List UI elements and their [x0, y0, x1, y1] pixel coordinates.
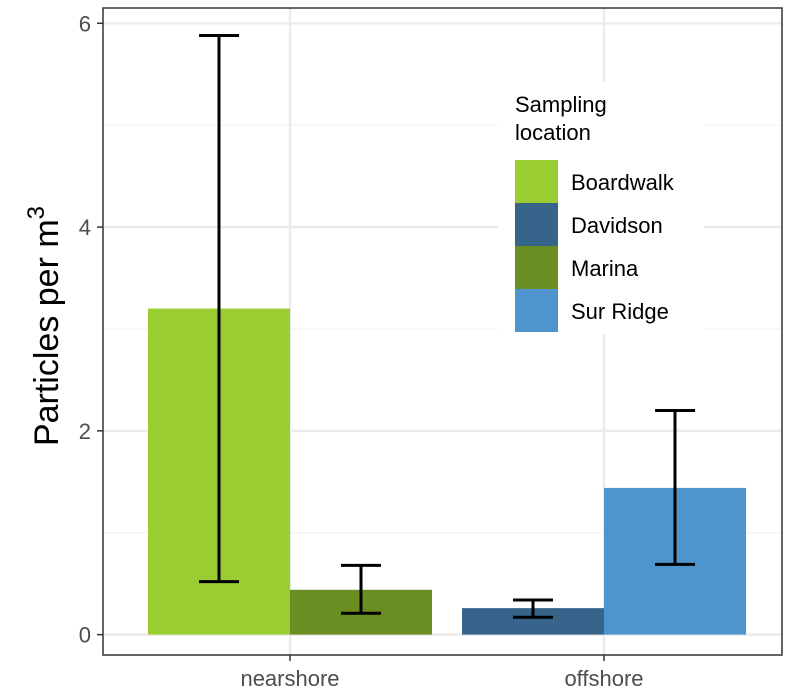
legend-label-boardwalk: Boardwalk — [571, 170, 675, 195]
y-tick-label: 2 — [79, 419, 91, 444]
error-bar-sur-ridge — [655, 408, 695, 566]
y-axis-title: Particles per m3 — [23, 206, 66, 446]
y-tick-label: 0 — [79, 623, 91, 648]
error-bar-boardwalk — [199, 34, 239, 584]
legend-label-marina: Marina — [571, 256, 639, 281]
legend-swatch-marina — [515, 246, 558, 289]
x-tick-label: nearshore — [240, 666, 339, 691]
legend-title-line2: location — [515, 120, 591, 145]
error-bar-marina — [341, 563, 381, 615]
panel-border — [102, 7, 783, 656]
x-tick-label: offshore — [564, 666, 643, 691]
y-axis-title-superscript: 3 — [23, 206, 50, 219]
legend-label-davidson: Davidson — [571, 213, 663, 238]
y-axis-title-text: Particles per m — [28, 219, 66, 446]
legend-swatch-boardwalk — [515, 160, 558, 203]
y-axis-ticks: 0 2 4 6 — [79, 11, 103, 648]
y-tick-label: 6 — [79, 11, 91, 36]
error-bar-davidson — [513, 598, 553, 619]
error-bars — [199, 34, 695, 619]
legend-items: Boardwalk Davidson Marina Sur Ridge — [515, 160, 675, 332]
legend: Sampling location Boardwalk Davidson Marin… — [498, 82, 704, 334]
x-axis-ticks: nearshore offshore — [240, 655, 644, 691]
legend-label-sur-ridge: Sur Ridge — [571, 299, 669, 324]
y-tick-label: 4 — [79, 215, 91, 240]
legend-swatch-davidson — [515, 203, 558, 246]
legend-title-line1: Sampling — [515, 92, 607, 117]
legend-swatch-sur-ridge — [515, 289, 558, 332]
